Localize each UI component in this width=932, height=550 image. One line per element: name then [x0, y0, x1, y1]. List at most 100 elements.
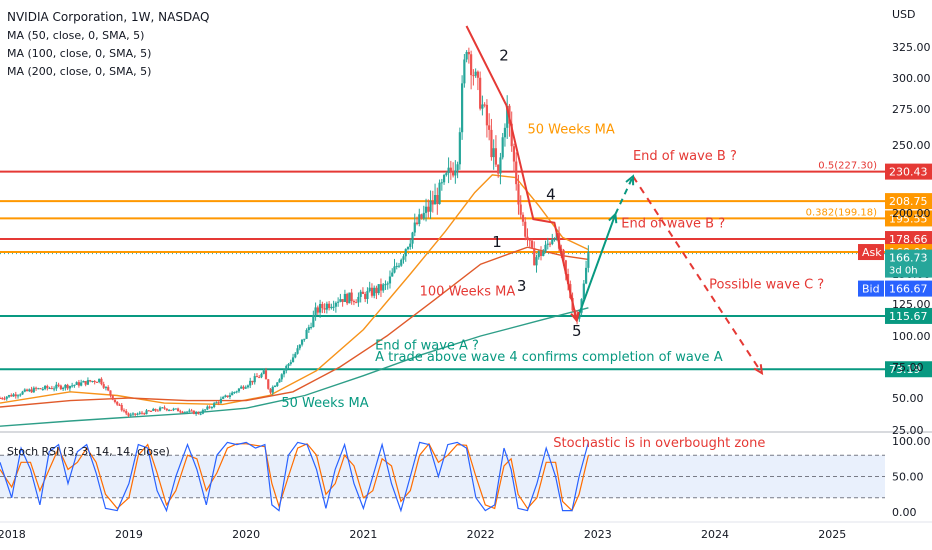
candle-body: [393, 266, 396, 273]
y-tick-label: 300.00: [892, 72, 931, 85]
candle-body: [158, 407, 162, 411]
candle-body: [113, 399, 117, 402]
wave-label: 3: [517, 277, 527, 295]
candle-body: [258, 377, 261, 379]
candle-body: [548, 243, 552, 245]
level-value: 73.19: [889, 363, 921, 376]
candle-body: [490, 129, 493, 158]
candle-body: [476, 71, 479, 78]
annotation: End of wave B ?: [633, 149, 737, 164]
level-badge: [885, 163, 932, 180]
axes: 25.0050.0075.00100.00125.00150.00200.002…: [0, 41, 932, 541]
candle-body: [314, 307, 317, 316]
candle-body: [50, 388, 53, 390]
candle-body: [32, 387, 35, 393]
candle-body: [553, 239, 556, 241]
candle-body: [343, 293, 346, 302]
candle-body: [210, 407, 213, 409]
candle-body: [519, 204, 522, 215]
y-tick-label: 25.00: [892, 424, 924, 437]
candle-body: [449, 167, 452, 172]
candle-body: [237, 388, 241, 392]
chart-title: NVIDIA Corporation, 1W, NASDAQ: [7, 10, 209, 24]
candle-body: [391, 272, 394, 277]
candle-body: [267, 379, 270, 389]
candle-body: [463, 59, 466, 84]
candle-body: [465, 51, 468, 60]
candle-body: [447, 167, 450, 174]
candle-body: [377, 284, 380, 294]
candle-body: [242, 386, 245, 389]
candle-body: [98, 378, 101, 383]
candle-body: [154, 408, 157, 411]
level-badge: [885, 307, 932, 324]
candle-body: [366, 291, 369, 299]
candle-body: [510, 123, 513, 147]
candle-body: [467, 51, 470, 55]
elliott-waves: 2 1 4 3 5: [465, 25, 764, 376]
candle-body: [451, 171, 455, 176]
candle-body: [46, 385, 49, 389]
y-tick-label: 75.00: [892, 361, 924, 374]
candle-body: [176, 408, 180, 412]
candle-body: [30, 389, 33, 393]
candle-body: [330, 306, 333, 309]
candle-body: [75, 382, 78, 385]
candle-body: [395, 265, 398, 267]
candle-body: [481, 104, 484, 109]
stoch-k-line: [0, 441, 589, 513]
candle-body: [424, 206, 428, 213]
stoch-lines: Stoch RSI (3, 3, 14, 14, close) Stochasti…: [0, 436, 765, 513]
candle-body: [264, 370, 268, 380]
candle-body: [285, 365, 288, 371]
candle-body: [521, 214, 525, 222]
candle-body: [517, 184, 520, 205]
candle-body: [233, 391, 236, 393]
candle-body: [537, 251, 540, 258]
candle-body: [384, 284, 387, 286]
candle-body: [84, 381, 87, 385]
stoch-title: Stoch RSI (3, 3, 14, 14, close): [7, 445, 170, 458]
candle-body: [546, 243, 549, 245]
candle-body: [501, 137, 504, 158]
candle-body: [188, 410, 191, 412]
candle-body: [355, 302, 358, 304]
arrow-red-dashed: [753, 364, 764, 376]
candle-body: [422, 212, 425, 219]
annotation: End of wave B ?: [621, 217, 725, 232]
candle-body: [562, 249, 565, 261]
stoch-y-tick-label: 100.00: [892, 435, 931, 448]
candle-body: [271, 386, 274, 393]
y-tick-label: 200.00: [892, 207, 931, 220]
candle-body: [235, 391, 238, 393]
candle-body: [43, 385, 47, 389]
fib-label: 0.5(227.30): [818, 161, 877, 172]
candle-body: [165, 408, 168, 411]
annotation: Possible wave C ?: [709, 277, 824, 292]
candle-body: [357, 296, 360, 303]
candle-body: [37, 388, 40, 390]
candle-body: [167, 409, 171, 411]
y-tick-label: 50.00: [892, 392, 924, 405]
candle-body: [174, 408, 177, 410]
ask-tag: [858, 244, 884, 261]
candle-body: [370, 287, 374, 296]
x-tick-label: 2024: [701, 528, 729, 541]
candle-body: [584, 267, 588, 284]
candle-body: [533, 247, 536, 266]
candle-body: [102, 384, 105, 388]
candle-body: [109, 390, 112, 396]
stoch-d-line: [0, 442, 589, 512]
bid-badge: [885, 280, 932, 297]
candle-body: [73, 384, 76, 386]
candle-body: [280, 374, 283, 380]
candle-body: [244, 387, 247, 389]
candle-body: [388, 276, 392, 284]
ma-line-2: [0, 307, 589, 427]
candle-body: [361, 291, 365, 294]
x-tick-label: 2025: [818, 528, 846, 541]
candle-body: [332, 306, 335, 308]
candle-body: [19, 394, 22, 396]
y-tick-label: 250.00: [892, 139, 931, 152]
